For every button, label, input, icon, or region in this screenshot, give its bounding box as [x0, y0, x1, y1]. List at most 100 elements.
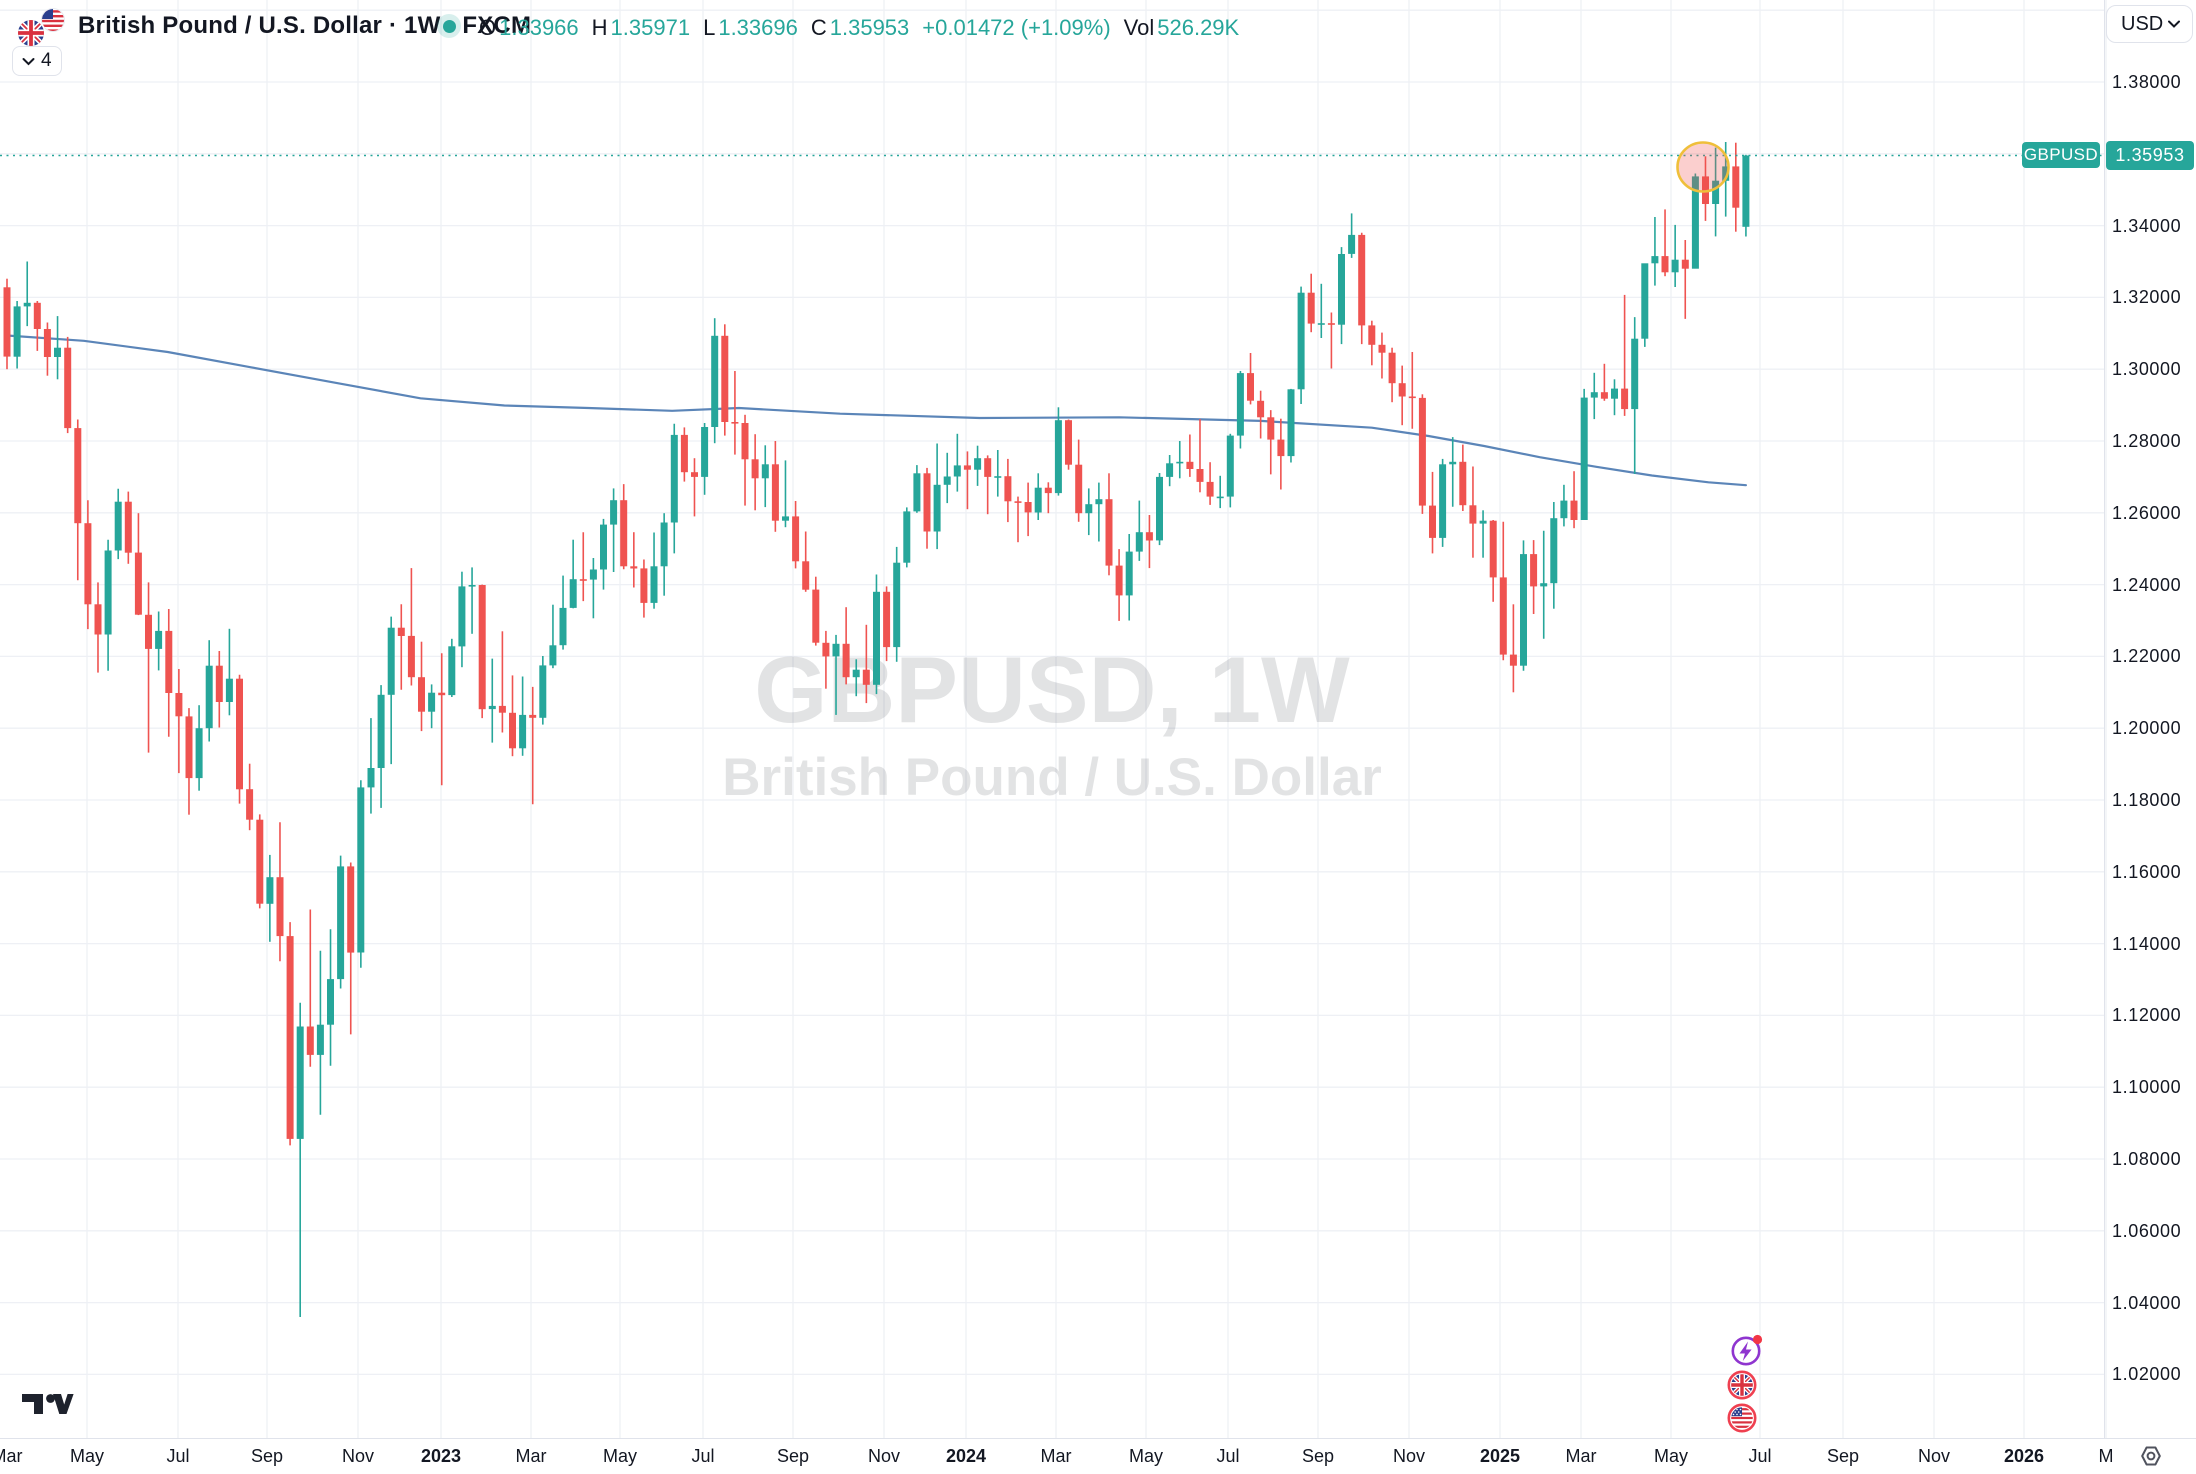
candle-body [559, 607, 567, 646]
candle-body [114, 501, 122, 551]
candle-body [215, 665, 223, 702]
price-tick-label: 1.22000 [2112, 646, 2182, 667]
candle-body [1166, 463, 1174, 477]
candle-body [1145, 532, 1153, 541]
candle-body [1095, 499, 1103, 505]
price-tick-label: 1.14000 [2112, 933, 2182, 954]
highlight-circle-drawing[interactable] [1676, 141, 1730, 193]
time-tick-label: May [1653, 1446, 1689, 1466]
time-tick-label: Mar [515, 1446, 547, 1466]
candle-body [963, 465, 971, 470]
time-tick-label: Mar [1565, 1446, 1597, 1466]
price-tick-label: 1.18000 [2112, 790, 2182, 810]
candle-body [498, 705, 506, 713]
candle-body [1065, 420, 1072, 465]
candle-body [913, 473, 921, 512]
currency-dropdown-button[interactable]: USD [2106, 5, 2193, 43]
candle-body [771, 464, 779, 521]
candle-body [74, 428, 82, 524]
market-open-dot-icon[interactable] [437, 14, 461, 38]
time-tick-label: 2024 [945, 1446, 987, 1466]
watermark-symbol: GBPUSD, 1W [754, 637, 1350, 742]
ohlc-readout: O 1.33966 H 1.35971 L 1.33696 C 1.35953 … [479, 15, 1252, 41]
us-flag-event-icon[interactable] [1727, 1403, 1757, 1433]
candle-body [1075, 464, 1083, 514]
price-tick-label: 1.20000 [2112, 718, 2182, 739]
candle-body [94, 604, 102, 635]
open-label: O [479, 15, 497, 40]
candle-body [367, 768, 375, 788]
candle-body [327, 979, 334, 1025]
change-value: +0.01472 (+1.09%) [922, 15, 1111, 40]
close-value: 1.35953 [829, 15, 910, 40]
candle-body [1176, 461, 1184, 464]
tradingview-logo[interactable] [22, 1392, 74, 1418]
candle-body [1732, 166, 1740, 208]
candle-body [1580, 397, 1588, 520]
candle-body [407, 635, 415, 678]
time-axis[interactable]: Mar May Jul Sep Nov 2023 Mar May Jul Sep Nov 2024 Ma… [0, 1439, 2196, 1474]
price-tick-label: 1.08000 [2112, 1149, 2182, 1169]
candle-body [1044, 487, 1052, 494]
time-tick-label: Jul [166, 1446, 190, 1466]
candle-body [600, 524, 607, 570]
candle-body [741, 423, 749, 460]
candle-body [620, 500, 628, 567]
candle-body [1287, 389, 1295, 457]
time-tick-label: Nov [341, 1446, 375, 1466]
lightning-event-icon[interactable] [1731, 1334, 1763, 1366]
candle-body [640, 568, 648, 603]
candle-body [1550, 518, 1558, 584]
time-axis-separator [0, 1438, 2196, 1439]
candle-body [195, 728, 203, 779]
uk-flag-icon [16, 18, 46, 48]
candle-body [701, 427, 709, 477]
candle-body [1277, 439, 1285, 457]
candle-body [1338, 254, 1345, 325]
candle-body [943, 476, 951, 485]
candle-body [1449, 461, 1457, 465]
candle-body [1742, 155, 1750, 227]
candle-body [1671, 259, 1679, 273]
candle-body [549, 645, 557, 666]
candle-body [1398, 383, 1406, 397]
time-tick-label: May [1128, 1446, 1164, 1466]
time-tick-label: May [69, 1446, 105, 1466]
candle-body [569, 579, 577, 608]
candle-body [923, 473, 931, 532]
candle-body [3, 287, 11, 357]
candle-body [104, 550, 112, 635]
candle-body [134, 552, 142, 615]
candle-body [316, 1024, 324, 1055]
candle-body [337, 866, 345, 980]
price-tick-label: 1.04000 [2112, 1292, 2182, 1313]
candle-body [1247, 373, 1254, 401]
candle-body [1378, 344, 1386, 353]
candle-body [64, 347, 72, 429]
candle-body [862, 669, 870, 685]
candle-body [448, 646, 456, 696]
candle-body [246, 789, 254, 820]
price-tick-label: 1.12000 [2112, 1005, 2182, 1026]
candle-body [488, 705, 496, 710]
candle-body [1156, 476, 1163, 541]
candle-body [1388, 352, 1396, 384]
candle-body [1429, 505, 1436, 538]
price-axis[interactable]: 1.38000 1.34000 1.32000 1.30000 1.28000 1.260… [2105, 0, 2196, 1438]
moving-average-line [5, 334, 1748, 487]
candle-body [893, 562, 901, 648]
volume-label: Vol [1123, 15, 1155, 40]
candle-body [1135, 532, 1143, 552]
candle-body [377, 694, 385, 768]
gear-icon[interactable] [2138, 1444, 2164, 1468]
candle-body [347, 866, 355, 953]
time-tick-label: Sep [776, 1446, 810, 1466]
candle-body [1034, 487, 1042, 513]
symbol-title[interactable]: British Pound / U.S. Dollar · 1W · FXCM [78, 12, 532, 39]
uk-flag-event-icon[interactable] [1727, 1370, 1757, 1400]
candle-body [1479, 520, 1487, 524]
legend-collapse-button[interactable]: 4 [12, 46, 62, 76]
candle-body [438, 692, 446, 696]
candle-body [1297, 292, 1305, 390]
